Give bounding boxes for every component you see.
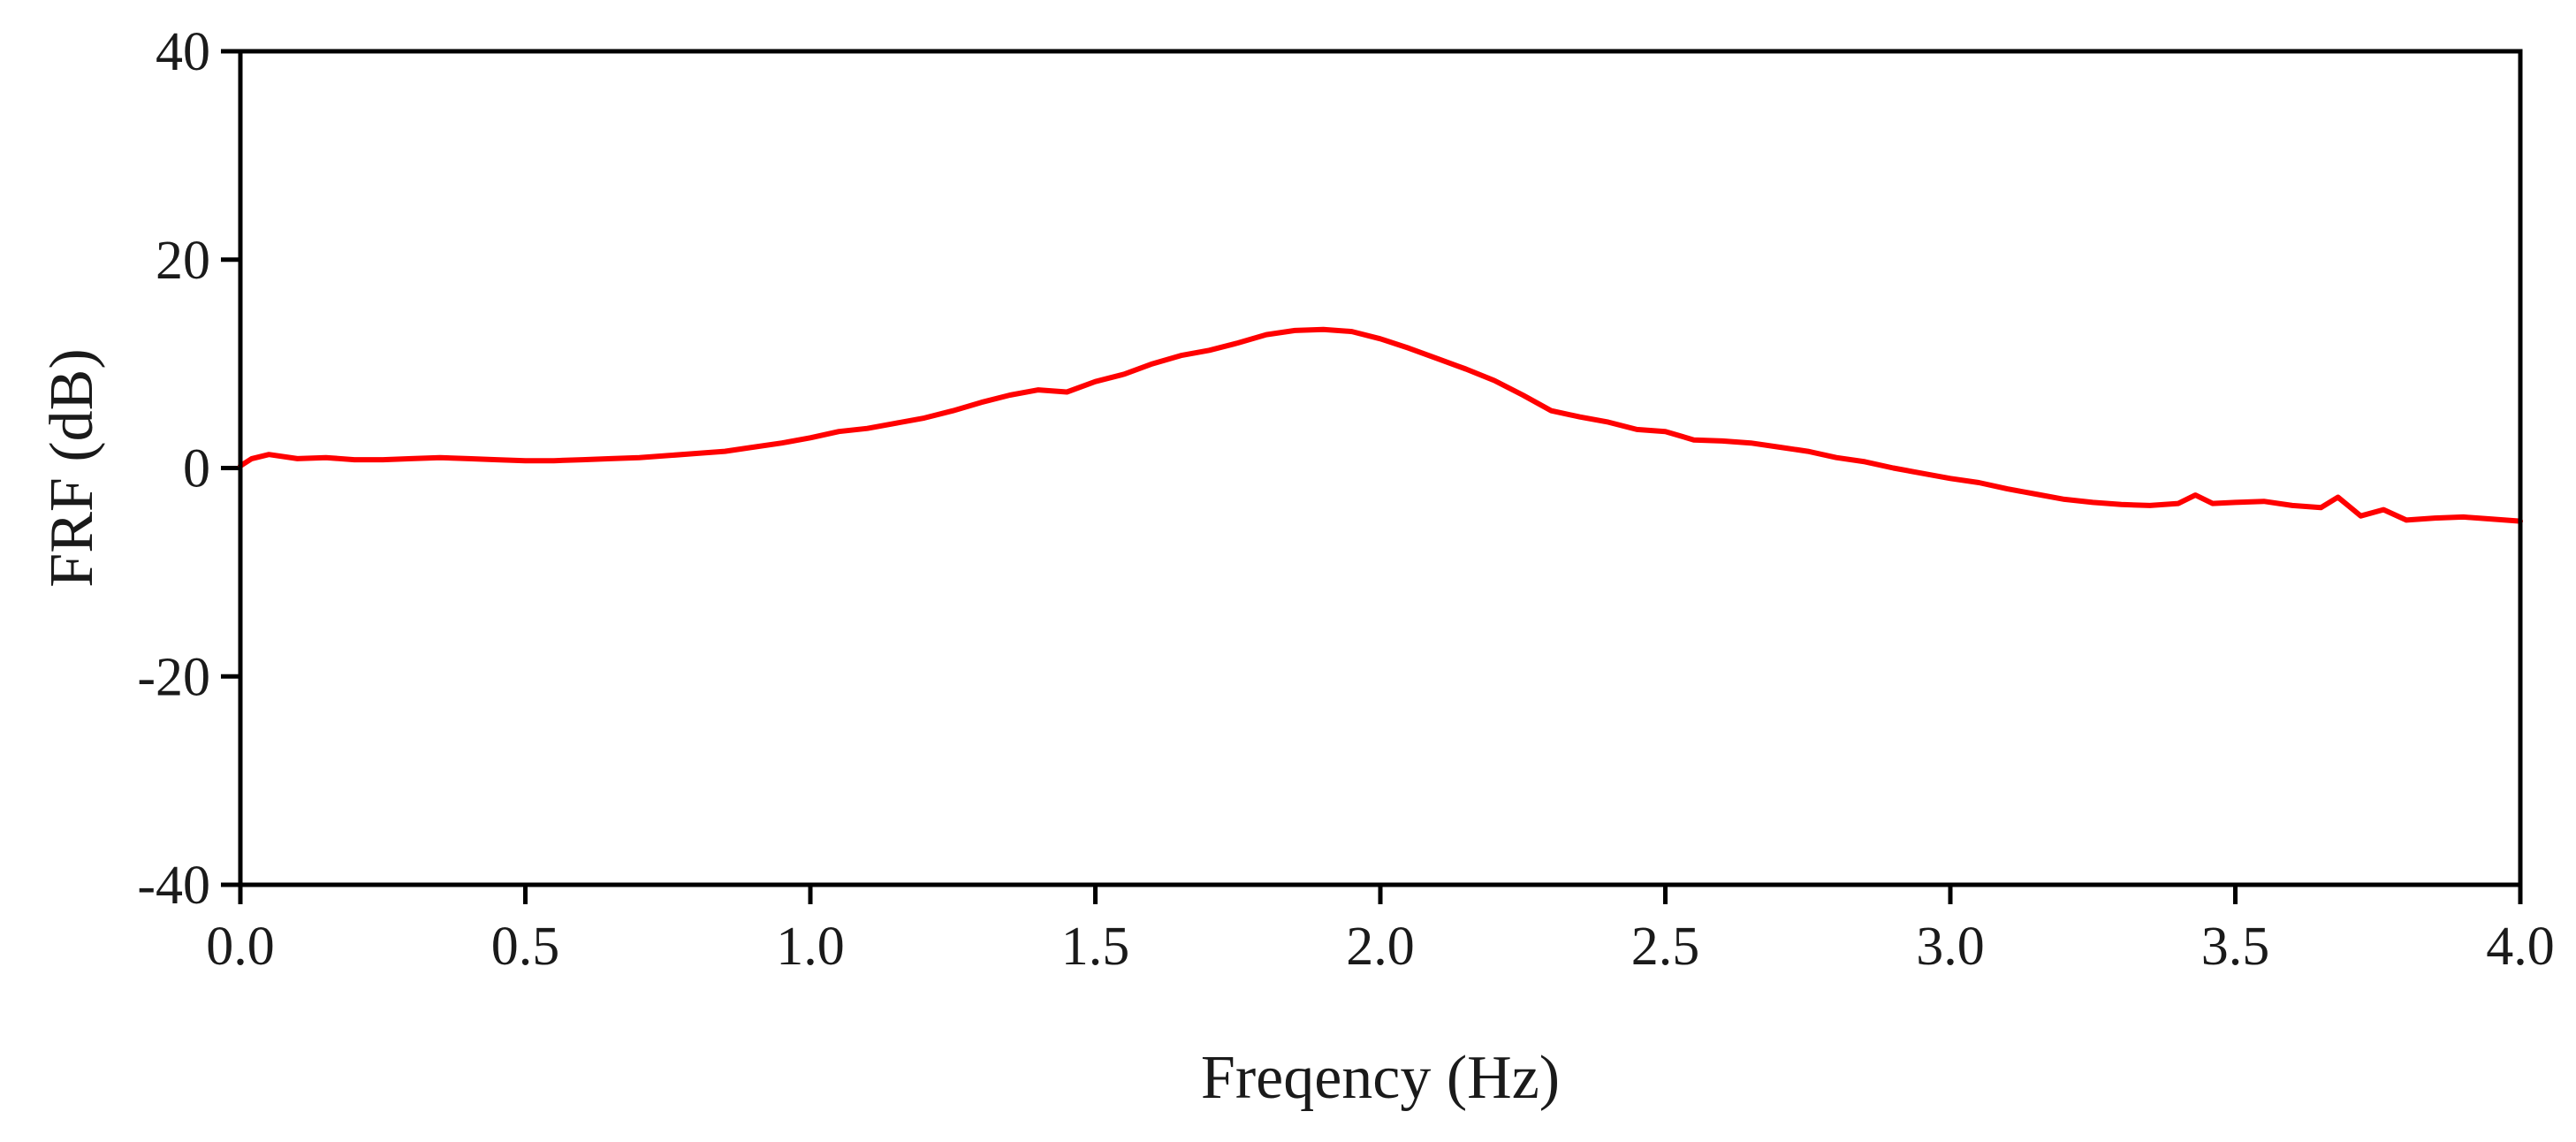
y-tick-label: 40	[156, 22, 210, 82]
y-tick-label: 20	[156, 231, 210, 291]
y-axis-title: FRF (dB)	[38, 348, 106, 587]
tick-layer	[221, 49, 2523, 904]
x-tick-label: 0.5	[491, 917, 560, 977]
y-tick-label: -20	[137, 647, 210, 707]
x-tick-label: 0.0	[206, 917, 275, 977]
plot-area-frame	[238, 49, 2523, 887]
x-tick-label: 2.0	[1346, 917, 1415, 977]
x-tick-label: 3.0	[1916, 917, 1985, 977]
x-tick-label: 1.5	[1061, 917, 1130, 977]
x-axis-title: Freqency (Hz)	[1201, 1044, 1560, 1112]
y-tick-label: -40	[137, 856, 210, 916]
y-tick-label: 0	[183, 439, 210, 499]
x-tick-label: 2.5	[1631, 917, 1700, 977]
x-tick-label: 4.0	[2486, 917, 2555, 977]
x-tick-label: 3.5	[2201, 917, 2270, 977]
x-tick-label: 1.0	[776, 917, 845, 977]
tick-label-layer: 0.0 0.5 1.0 1.5 2.0 2.5 3.0 3.5 4.0 40 20 0 -20 -40	[137, 22, 2554, 977]
frf-series-line	[238, 326, 2523, 524]
